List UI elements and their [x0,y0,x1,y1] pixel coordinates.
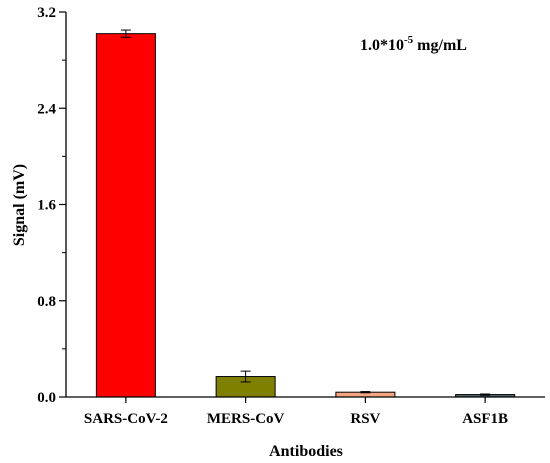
concentration-annotation: 1.0*10-5 mg/mL [360,34,467,54]
x-tick-label: SARS-CoV-2 [84,411,168,427]
y-tick-label: 3.2 [37,5,56,21]
x-tick-label: ASF1B [462,411,508,427]
concentration-exponent: -5 [404,34,414,46]
x-tick-label: RSV [350,411,380,427]
concentration-base: 1.0*10 [360,37,404,54]
ticks: SARS-CoV-2 MERS-CoV RSV ASF1B 0.0 0.8 1.6 2.4 3.… [37,5,508,427]
bars [95,29,516,398]
x-tick-label: MERS-CoV [207,411,285,427]
y-tick-label: 1.6 [37,198,56,214]
concentration-unit: mg/mL [413,37,467,54]
x-axis-title: Antibodies [269,443,343,460]
y-tick-label: 0.0 [37,390,56,406]
bar-sars-cov-2 [95,33,156,398]
y-axis-title: Signal (mV) [11,164,28,246]
y-tick-label: 0.8 [37,294,56,310]
y-tick-label: 2.4 [37,101,56,117]
